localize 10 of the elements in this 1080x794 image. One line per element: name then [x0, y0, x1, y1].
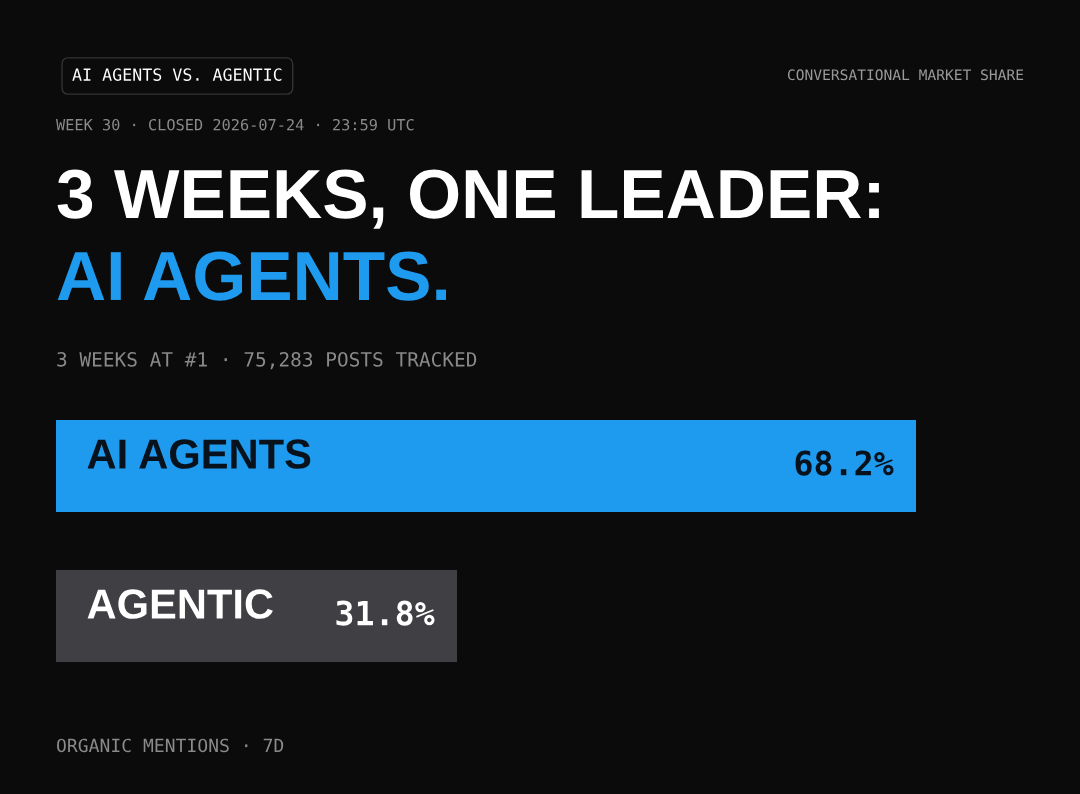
text: ORGANIC MENTIONS · 7D [57, 738, 284, 753]
y-tick-label: AGENTIC [87, 589, 273, 619]
chart-title: 3 WEEKS, ONE LEADER: AI AGENTS. [57, 169, 879, 301]
text: 3 WEEKS AT #1 · 75,283 POSTS TRACKED [57, 351, 477, 370]
data-label: 31.8% [336, 600, 435, 626]
y-tick-label: AI AGENTS [87, 439, 311, 469]
data-label: 68.2% [795, 450, 894, 476]
chart-subtitle: WEEK 30 · CLOSED 2026-07-24 · 23:59 UTC [56, 118, 414, 131]
text: AI AGENTS VS. AGENTIC [72, 68, 282, 81]
text: CONVERSATIONAL MARKET SHARE [787, 69, 1024, 81]
